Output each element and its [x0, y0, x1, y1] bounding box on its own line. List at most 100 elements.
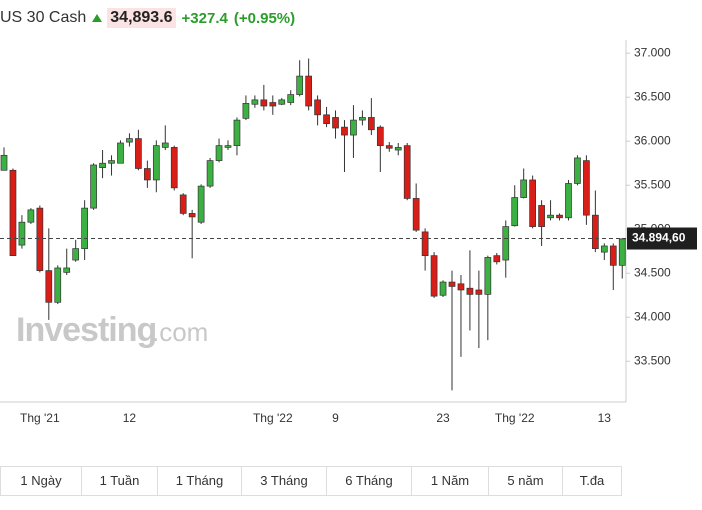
range-button[interactable]: 6 Tháng: [327, 467, 412, 495]
candle-body: [600, 245, 608, 253]
candle-body: [152, 145, 160, 181]
candle-body: [484, 257, 492, 295]
candle-body: [547, 214, 554, 219]
watermark-suffix: .com: [152, 317, 208, 347]
watermark: Investing: [16, 311, 156, 349]
candle-body: [260, 99, 268, 107]
candle-body: [63, 267, 71, 273]
candle-body: [0, 154, 8, 171]
candle-body: [430, 255, 438, 297]
instrument-name: US 30 Cash: [0, 9, 87, 26]
candle-body: [206, 160, 214, 187]
x-tick-label: 13: [598, 411, 612, 425]
candle-body: [215, 145, 223, 161]
range-button[interactable]: 1 Ngày: [1, 467, 82, 495]
candle-body: [592, 214, 599, 249]
y-tick-label: 37.000: [634, 45, 671, 59]
candle-body: [161, 142, 169, 148]
range-button[interactable]: T.đa: [579, 473, 605, 488]
candle-body: [341, 126, 348, 136]
candle-body: [269, 102, 277, 107]
candle-body: [99, 162, 106, 168]
price: 34,893.6: [107, 8, 176, 28]
y-tick-label: 36.000: [634, 133, 671, 147]
x-tick-label: 12: [123, 411, 137, 425]
candle-body: [350, 119, 357, 136]
x-tick-label: Thg '21: [20, 411, 60, 425]
candle-body: [81, 207, 88, 249]
last-price-label: 34.894,60: [632, 231, 686, 245]
range-button[interactable]: 5 năm: [489, 467, 563, 495]
candle-body: [36, 207, 44, 271]
candle-body: [27, 209, 35, 223]
range-button[interactable]: 1 Tháng: [158, 467, 242, 495]
x-tick-label: Thg '22: [495, 411, 535, 425]
change-percent: (+0.95%): [233, 9, 296, 27]
candle-body: [520, 179, 528, 198]
candle-body: [376, 126, 384, 146]
y-tick-label: 34.000: [634, 309, 671, 323]
candle-body: [609, 245, 617, 266]
candle-body: [314, 99, 321, 116]
header: US 30 Cash 34,893.6 +327.4 (+0.95%): [0, 6, 295, 30]
candle-body: [323, 114, 330, 124]
candle-body: [412, 198, 420, 231]
candle-body: [296, 75, 304, 95]
candle-body: [242, 103, 250, 119]
change: +327.4: [181, 9, 228, 27]
candle-body: [108, 160, 115, 164]
candle-body: [144, 168, 151, 181]
candle-body: [421, 231, 429, 256]
candle-body: [305, 75, 312, 107]
candle-body: [466, 287, 474, 295]
candle-body: [197, 185, 205, 223]
candle-body: [135, 138, 142, 169]
candle-body: [179, 194, 187, 214]
up-arrow: [92, 14, 103, 22]
x-tick-label: 23: [436, 411, 450, 425]
candle-body: [403, 145, 411, 199]
candle-body: [538, 205, 545, 227]
y-tick-label: 35.500: [634, 177, 671, 191]
candle-body: [556, 214, 563, 219]
candle-body: [170, 147, 178, 189]
x-tick-label: 9: [332, 411, 339, 425]
candle-body: [368, 117, 375, 131]
candle-body: [475, 289, 483, 295]
candle-body: [126, 138, 133, 143]
candle-body: [54, 267, 62, 303]
candle-body: [493, 255, 501, 263]
x-tick-label: Thg '22: [253, 411, 293, 425]
range-button[interactable]: 1 Tuần: [82, 467, 158, 495]
y-tick-label: 33.500: [634, 353, 671, 367]
candle-body: [359, 117, 366, 121]
candle-body: [574, 157, 581, 184]
range-selector: 1 Ngày 1 Tuần 1 Tháng 3 Tháng 6 Tháng 1 Năm 5 …: [0, 466, 622, 496]
candle-body: [618, 238, 626, 266]
y-tick-label: 34.500: [634, 265, 671, 279]
chart: Investing .com 33.50034.00034.50035.0003…: [0, 40, 697, 425]
candle-body: [332, 117, 339, 129]
candle-body: [457, 283, 465, 291]
candle-body: [45, 270, 53, 303]
candle-body: [385, 145, 393, 149]
candle-body: [439, 281, 447, 296]
candle-body: [448, 281, 456, 287]
candle-body: [287, 94, 295, 103]
candle-body: [224, 145, 232, 148]
candle-body: [251, 99, 259, 105]
candle-body: [9, 169, 17, 256]
candle-body: [394, 147, 402, 151]
candle-body: [188, 213, 196, 218]
range-button[interactable]: 1 Năm: [412, 467, 489, 495]
candle-body: [565, 183, 572, 219]
candle-body: [72, 248, 80, 261]
candle-body: [233, 119, 241, 146]
range-button[interactable]: 3 Tháng: [242, 467, 327, 495]
candle-body: [18, 221, 26, 246]
candle-body: [117, 142, 124, 164]
candle-body: [502, 226, 510, 261]
candle-body: [583, 160, 590, 216]
candle-body: [529, 179, 536, 227]
